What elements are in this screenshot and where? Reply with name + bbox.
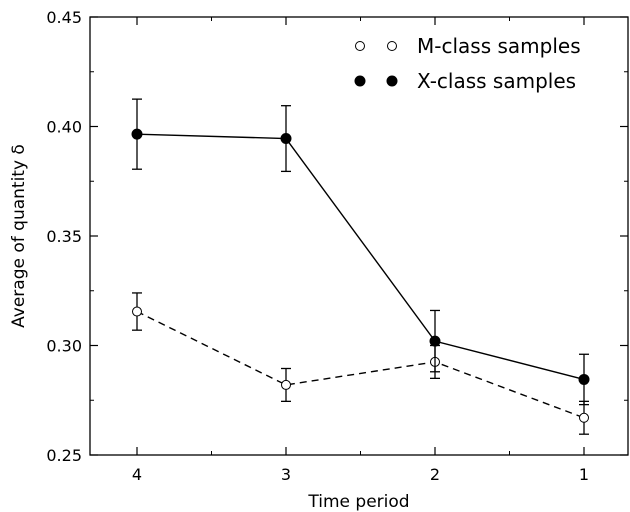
axis-ticks: 0.25 0.30 0.35 0.40 0.45 4 3 2 1 [46,8,628,484]
x-tick-label: 4 [132,465,142,484]
x-tick-label: 1 [579,465,589,484]
legend-label: M-class samples [417,34,581,58]
legend-item: X-class samples [354,69,576,93]
data-point [579,412,589,423]
y-axis-label: Average of quantity δ [9,144,29,328]
y-tick-label: 0.30 [46,337,82,356]
series-line [136,310,585,419]
series-x-class [131,98,590,406]
x-tick-label: 2 [430,465,440,484]
x-axis-label: Time period [307,492,409,512]
data-point [281,379,291,390]
legend-marker [386,75,398,87]
legend-marker [387,41,397,51]
series-line [136,133,585,381]
data-point [132,306,142,317]
legend-label: X-class samples [417,69,576,93]
legend-marker [354,75,366,87]
y-tick-label: 0.35 [46,227,82,246]
legend-marker [355,41,365,51]
y-tick-label: 0.25 [46,446,82,465]
legend-item: M-class samples [355,34,581,58]
data-point [429,335,441,347]
y-tick-label: 0.45 [46,8,82,27]
y-tick-label: 0.40 [46,118,82,137]
data-point [280,133,292,145]
legend: M-class samples X-class samples [354,34,581,93]
data-point [131,128,143,140]
x-tick-label: 3 [281,465,291,484]
data-point [578,373,590,385]
series-layer [131,98,590,435]
